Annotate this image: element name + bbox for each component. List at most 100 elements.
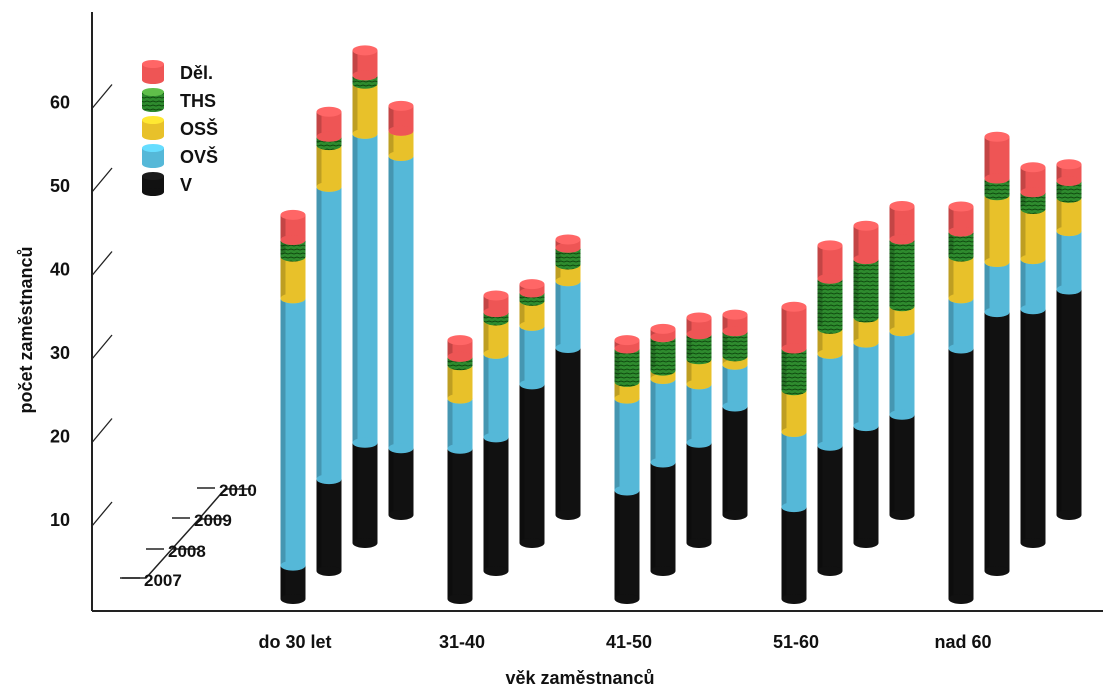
bar-segment-body [889,331,915,415]
bar-segment-shade [1056,181,1062,198]
y-tick-label: 40 [50,260,70,280]
legend-swatch-base [142,188,164,196]
bar-segment-base [316,140,342,151]
bar-segment-cap [853,220,879,231]
y-tick-mark [91,501,113,527]
bar-segment-shade [519,384,525,543]
bar-segment-shade [352,83,358,134]
bar-segment-shade [614,348,620,382]
y-tick-mark [91,418,113,443]
depth-label: 2009 [194,511,232,530]
bar-segment [352,437,378,548]
bar-segment-base [650,457,676,468]
bar-segment [483,290,509,318]
bar-segment-base [948,226,974,237]
bar-segment-shade [722,356,728,365]
y-axis-title: počet zaměstnanců [16,246,36,413]
bar-segment-base [781,385,807,396]
bar-segment-body [280,256,306,299]
bar-segment-body [853,426,879,543]
bar-segment-cap [686,312,712,323]
legend-item: OVŠ [142,144,218,168]
bar-segment [722,401,748,520]
bar-segment-cap [1056,159,1082,170]
bar-segment-base [722,351,748,362]
bar-segment-base [519,320,545,331]
bar-segment-shade [447,356,453,366]
bar-segment [388,100,414,136]
bar-segment [483,348,509,443]
bar-segment [853,337,879,432]
bar-segment-body [984,195,1010,263]
bar-segment-base [1056,192,1082,203]
bar-segment-body [817,245,843,279]
bar-segment-base [388,125,414,136]
bar-segment-shade [781,390,787,432]
bar-segment-shade [686,384,692,443]
bar-segment [1020,304,1046,548]
category-labels: do 30 let 31-40 41-50 51-60 nad 60 [258,632,991,652]
bar-segment-base [1056,176,1082,186]
bar-segment-shade [1020,209,1026,260]
bar-segment-shade [817,278,823,329]
bar-segment [447,443,473,604]
bar-segment-base [686,329,712,340]
bar-segment-body [519,384,545,543]
bar-segment-shade [686,359,692,385]
bar-segment [781,301,807,354]
bar-segment [984,307,1010,576]
bar-segment-shade [686,334,692,360]
bar-segment-base [483,315,509,326]
bar-segment-shade [352,75,358,84]
bar-segment-body [650,378,676,463]
bar-segment-shade [316,479,322,571]
bar-segment [889,409,915,520]
bar-segment-body [447,365,473,399]
bar-segment-shade [388,155,394,449]
bar-segment-base [280,594,306,604]
bar-segment-base [1020,204,1046,214]
bar-segment [650,373,676,468]
bar-segment [447,335,473,362]
bar-segment-base [948,293,974,304]
bar-segment-base [614,594,640,604]
bar-segment-shade [1020,309,1026,543]
category-label: 31-40 [439,632,485,652]
legend-swatch-base [142,76,164,84]
bar-segment-shade [483,320,489,354]
bar-segment-base [352,78,378,89]
bar-segment-shade [853,426,859,543]
bar-segment-cap [388,100,414,111]
legend-item: OSŠ [142,116,218,140]
bar-segment-body [483,437,509,571]
bar-segment-shade [388,105,394,131]
y-tick-mark [91,251,113,276]
bar-segment-body [352,133,378,443]
bar-segment-cap [948,201,974,212]
bar-segment-base [614,376,640,387]
bar-segment-body [853,342,879,427]
legend-swatch-cap [142,144,164,152]
bar-segment-shade [447,365,453,399]
bar-segment-shade [352,133,358,443]
bar-segment [853,254,879,323]
bar-segment [686,312,712,340]
bar-segment-base [352,538,378,548]
bar-segment [614,393,640,496]
bar-segment [388,443,414,520]
bar-segment [817,240,843,284]
bar-segment-base [555,259,581,270]
bar-segment-shade [781,432,787,508]
bar-segment-body [316,145,342,187]
bar-segment [853,421,879,548]
bar-segment-shade [614,490,620,599]
bar-segment-base [889,510,915,520]
bar-segment-base [817,348,843,359]
bar-segment-base [853,254,879,265]
bar-segment-shade [1020,192,1026,209]
bar-segment-base [483,566,509,576]
bar-segment [555,276,581,353]
bar-segment-base [817,273,843,284]
bar-segment-shade [889,306,895,332]
bar-segment-base [853,538,879,548]
